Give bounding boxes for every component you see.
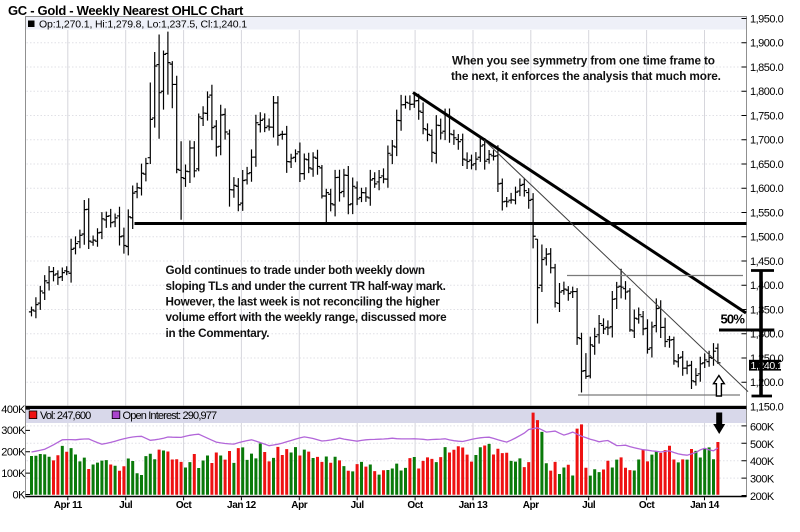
svg-text:GC - Gold - Weekly Nearest OHL: GC - Gold - Weekly Nearest OHLC Chart <box>8 3 244 18</box>
svg-text:1,650.0: 1,650.0 <box>750 159 784 171</box>
svg-text:1,750.0: 1,750.0 <box>750 110 784 122</box>
svg-text:Jul: Jul <box>582 500 596 511</box>
svg-text:1,700.0: 1,700.0 <box>750 135 784 147</box>
svg-text:1,400.0: 1,400.0 <box>750 280 784 292</box>
svg-text:200K: 200K <box>750 491 775 503</box>
svg-text:1,950.0: 1,950.0 <box>750 13 784 25</box>
svg-text:Vol: 247,600: Vol: 247,600 <box>40 410 91 422</box>
svg-text:Apr 11: Apr 11 <box>54 500 83 511</box>
svg-text:in the Commentary.: in the Commentary. <box>166 327 270 340</box>
svg-text:1,300.0: 1,300.0 <box>750 329 784 341</box>
svg-text:Jan 14: Jan 14 <box>690 500 720 511</box>
svg-text:1,800.0: 1,800.0 <box>750 86 784 98</box>
svg-text:Jan 12: Jan 12 <box>227 500 257 511</box>
svg-text:600K: 600K <box>750 421 775 433</box>
svg-text:500K: 500K <box>750 439 775 451</box>
svg-text:1,150.0: 1,150.0 <box>750 401 784 413</box>
svg-text:Oct: Oct <box>407 500 424 511</box>
svg-text:Jul: Jul <box>351 500 365 511</box>
svg-text:400K: 400K <box>750 456 775 468</box>
svg-text:Gold continues to trade under: Gold continues to trade under both weekl… <box>166 264 425 277</box>
svg-text:Jan 13: Jan 13 <box>459 500 489 511</box>
svg-text:volume effort with the weekly: volume effort with the weekly range, dis… <box>166 311 448 324</box>
svg-text:1,240.1: 1,240.1 <box>751 360 784 372</box>
svg-text:Oct: Oct <box>176 500 193 511</box>
svg-text:When you see symmetry from one: When you see symmetry from one time fram… <box>452 54 715 68</box>
svg-text:Apr: Apr <box>291 500 308 511</box>
svg-text:Jul: Jul <box>119 500 133 511</box>
svg-text:However, the last week is not: However, the last week is not reconcilin… <box>166 296 441 309</box>
svg-text:1,450.0: 1,450.0 <box>750 256 784 268</box>
svg-text:1,350.0: 1,350.0 <box>750 304 784 316</box>
svg-text:the next, it enforces the anal: the next, it enforces the analysis that … <box>451 69 721 83</box>
svg-text:Op:1,270.1, Hi:1,279.8, Lo:1,2: Op:1,270.1, Hi:1,279.8, Lo:1,237.5, Cl:1… <box>39 19 247 31</box>
svg-text:1,550.0: 1,550.0 <box>750 207 784 219</box>
svg-text:1,600.0: 1,600.0 <box>750 183 784 195</box>
svg-text:300K: 300K <box>750 474 775 486</box>
svg-text:1,900.0: 1,900.0 <box>750 38 784 50</box>
svg-text:200K: 200K <box>1 447 26 459</box>
svg-text:sloping TLs and under the curr: sloping TLs and under the current TR hal… <box>166 280 446 293</box>
svg-text:Oct: Oct <box>639 500 656 511</box>
svg-text:Open Interest: 290,977: Open Interest: 290,977 <box>123 410 218 422</box>
svg-text:100K: 100K <box>1 468 26 480</box>
svg-text:1,500.0: 1,500.0 <box>750 232 784 244</box>
svg-text:Apr: Apr <box>523 500 540 511</box>
svg-text:0K: 0K <box>13 489 27 501</box>
svg-text:50%: 50% <box>721 312 746 327</box>
svg-text:1,200.0: 1,200.0 <box>750 377 784 389</box>
svg-text:300K: 300K <box>1 425 26 437</box>
svg-text:1,850.0: 1,850.0 <box>750 62 784 74</box>
svg-text:400K: 400K <box>1 404 26 416</box>
